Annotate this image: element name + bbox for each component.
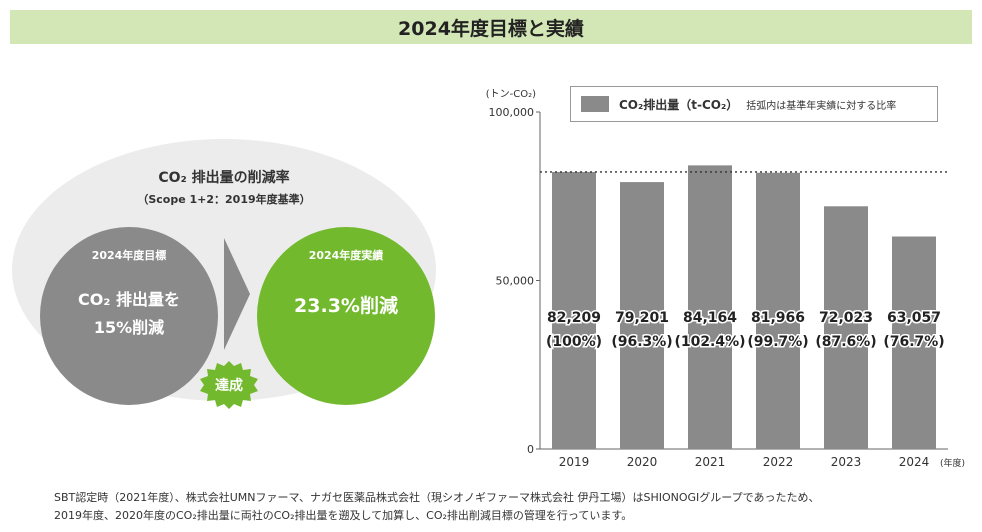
target-line2: 15%削減: [93, 318, 165, 337]
y-tick-label: 50,000: [496, 275, 535, 288]
bar-value-label: 81,966: [751, 310, 805, 326]
achieved-badge-icon: [200, 361, 258, 409]
legend-series-label: CO₂排出量（t-CO₂）: [619, 97, 739, 112]
legend-note: 括弧内は基準年実績に対する比率: [746, 100, 897, 112]
page-title-bar: 2024年度目標と実績: [10, 10, 972, 44]
bar-2024: [892, 236, 936, 449]
y-tick-label: 100,000: [489, 106, 535, 119]
bar-value-label: 79,201: [615, 310, 669, 326]
x-tick-label: 2024: [899, 455, 930, 469]
bar-2019: [552, 171, 596, 449]
result-circle: 2024年度実績 23.3%削減: [257, 227, 435, 405]
arrow-icon: [224, 238, 250, 350]
bar-ratio-label: (87.6%): [815, 334, 876, 350]
footnote-line2: 2019年度、2020年度のCO₂排出量に両社のCO₂排出量を遡及して加算し、C…: [54, 509, 633, 522]
x-axis-unit: (年度): [940, 457, 965, 469]
y-tick-label: 0: [527, 443, 534, 456]
x-tick-label: 2021: [695, 455, 726, 469]
legend-swatch: [581, 96, 609, 112]
bar-2020: [620, 182, 664, 449]
footnote: SBT認定時（2021年度）、株式会社UMNファーマ、ナガセ医薬品株式会社（現シ…: [54, 489, 974, 525]
reduction-rate-subtitle: （Scope 1+2：2019年度基準）: [137, 193, 311, 206]
bar-value-label: 63,057: [887, 310, 941, 326]
page-title: 2024年度目標と実績: [398, 17, 584, 40]
chart-legend: CO₂排出量（t-CO₂） 括弧内は基準年実績に対する比率: [570, 86, 938, 122]
target-label: 2024年度目標: [91, 249, 167, 262]
achieved-badge: 達成: [215, 378, 243, 394]
bar-value-label: 72,023: [819, 310, 873, 326]
bar-value-label: 82,209: [547, 310, 601, 326]
result-label: 2024年度実績: [308, 249, 384, 262]
x-tick-label: 2020: [627, 455, 658, 469]
x-tick-label: 2019: [559, 455, 590, 469]
result-value: 23.3%削減: [294, 295, 398, 317]
bar-ratio-label: (102.4%): [674, 334, 745, 350]
bar-2022: [756, 172, 800, 449]
target-circle: 2024年度目標 CO₂ 排出量を 15%削減: [40, 227, 218, 405]
bar-ratio-label: (100%): [546, 334, 602, 350]
bar-2023: [824, 206, 868, 449]
bar-ratio-label: (76.7%): [883, 334, 944, 350]
reduction-rate-title: CO₂ 排出量の削減率: [158, 170, 290, 186]
x-tick-label: 2022: [763, 455, 794, 469]
footnote-line1: SBT認定時（2021年度）、株式会社UMNファーマ、ナガセ医薬品株式会社（現シ…: [54, 491, 820, 504]
bar-2021: [688, 165, 732, 450]
target-line1: CO₂ 排出量を: [78, 290, 180, 309]
bar-ratio-label: (96.3%): [611, 334, 672, 350]
bar-value-label: 84,164: [683, 310, 737, 326]
x-tick-label: 2023: [831, 455, 862, 469]
y-axis-label: (トン-CO₂): [486, 89, 536, 100]
bar-ratio-label: (99.7%): [747, 334, 808, 350]
